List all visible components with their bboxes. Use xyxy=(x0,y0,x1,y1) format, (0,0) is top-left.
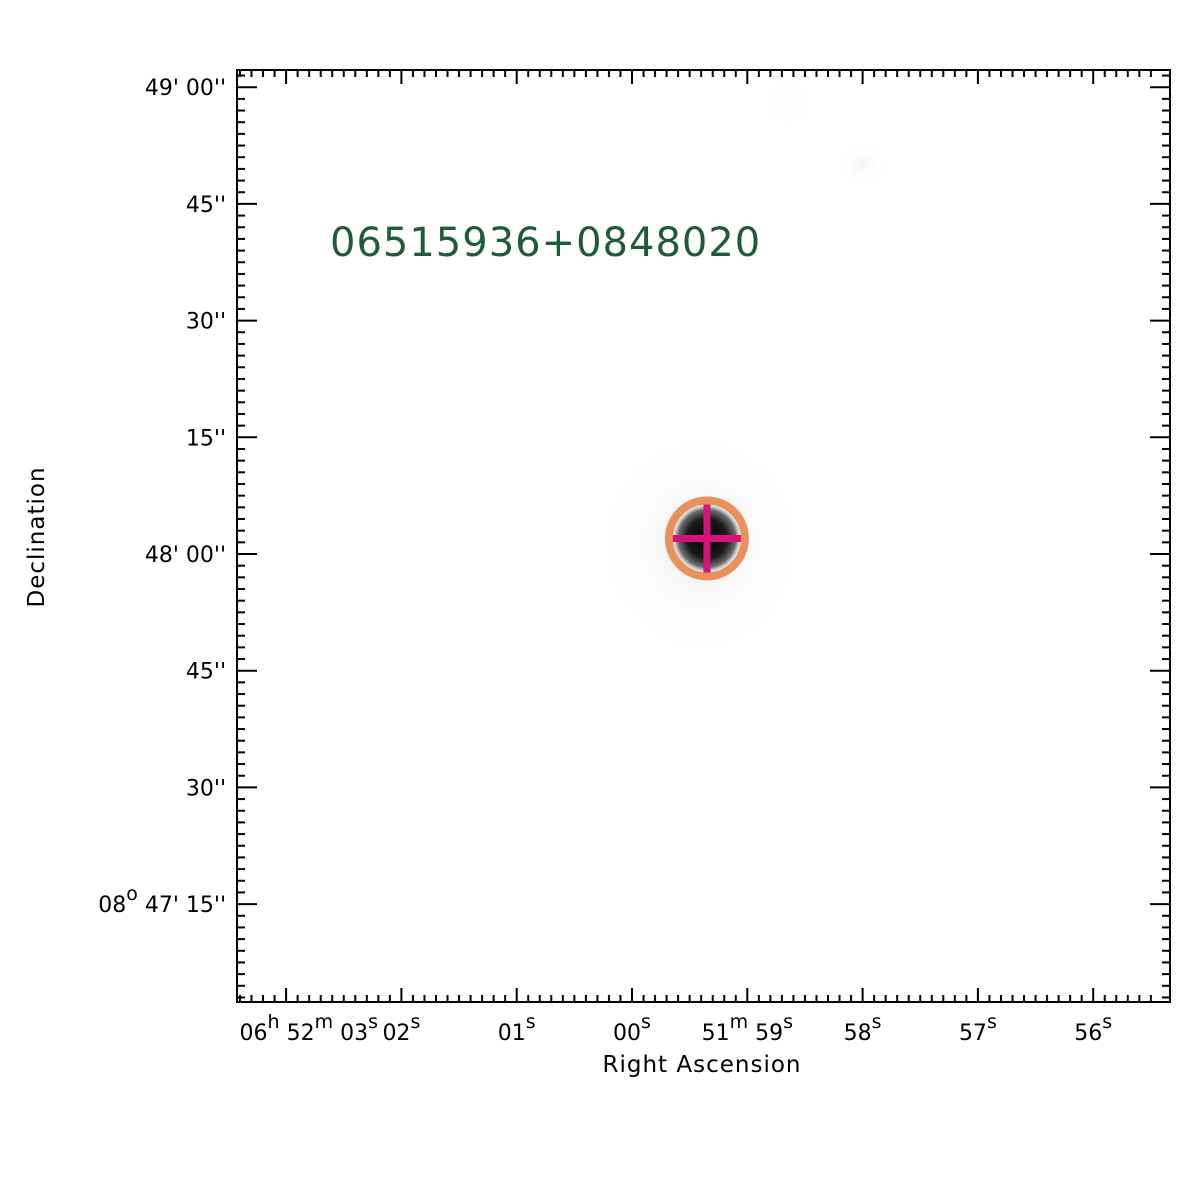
y-tick-label-6: 45'' xyxy=(186,660,226,685)
x-tick-label-2: 02s xyxy=(382,1011,420,1046)
plot-frame xyxy=(236,69,1171,1003)
x-tick-label-8: 56s xyxy=(1074,1011,1112,1046)
x-tick-label-5: 51m 59s xyxy=(702,1011,793,1046)
tick-labels-layer: 06h 52m 03s 02s 01s 00s 51m 59s 58s 57s 56s 49' … xyxy=(98,76,1112,1046)
faint-source-1 xyxy=(761,76,814,129)
y-tick-label-7: 30'' xyxy=(186,776,226,801)
x-tick-label-3: 01s xyxy=(498,1011,536,1046)
object-id-label: 06515936+0848020 xyxy=(330,220,761,266)
y-tick-label-4: 15'' xyxy=(186,426,226,451)
y-tick-label-8: 08o 47' 15'' xyxy=(98,883,226,918)
ticks-layer xyxy=(237,70,1170,1002)
x-tick-label-1: 06h 52m 03s xyxy=(240,1011,378,1046)
y-tick-label-2: 45'' xyxy=(186,193,226,218)
target-marker xyxy=(664,496,749,581)
y-tick-label-5: 48' 00'' xyxy=(145,543,226,568)
x-axis-label: Right Ascension xyxy=(603,1052,802,1078)
orange-circle xyxy=(664,496,749,581)
y-axis-label: Declination xyxy=(24,466,50,607)
image-layer xyxy=(595,76,889,660)
x-tick-label-7: 57s xyxy=(959,1011,997,1046)
x-tick-label-6: 58s xyxy=(844,1011,882,1046)
y-tick-label-1: 49' 00'' xyxy=(145,76,226,101)
y-tick-label-3: 30'' xyxy=(186,310,226,335)
faint-source-2 xyxy=(836,139,889,191)
x-tick-label-4: 00s xyxy=(613,1011,651,1046)
